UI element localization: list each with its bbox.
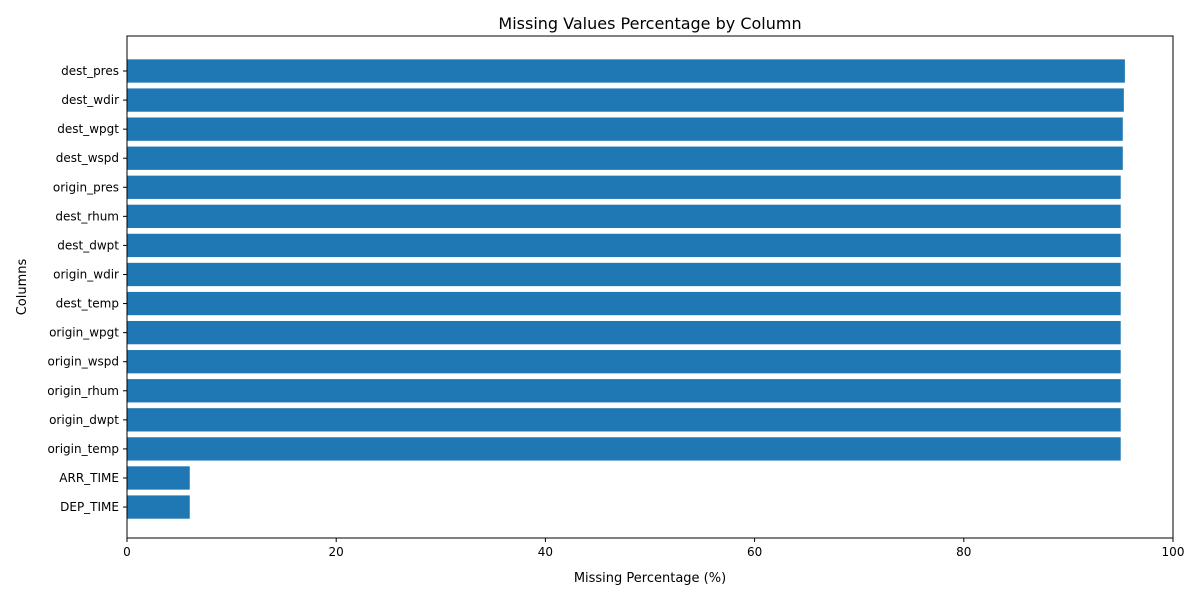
chart-title: Missing Values Percentage by Column xyxy=(498,14,801,33)
bars-layer xyxy=(127,59,1125,519)
x-axis-label: Missing Percentage (%) xyxy=(574,571,726,586)
y-tick-label: dest_pres xyxy=(61,64,119,78)
y-tick-label: origin_wpgt xyxy=(49,326,119,340)
bar-origin_rhum xyxy=(127,379,1121,403)
y-tick-label: dest_wdir xyxy=(61,93,119,107)
bar-ARR_TIME xyxy=(127,466,190,490)
bar-origin_wspd xyxy=(127,350,1121,374)
y-axis-label: Columns xyxy=(15,258,30,315)
x-axis-ticks: 0 20 40 60 80 100 xyxy=(123,538,1184,559)
y-tick-label: origin_wdir xyxy=(53,267,119,281)
x-tick-label: 0 xyxy=(123,545,131,559)
plot-area-frame xyxy=(126,35,1174,539)
y-tick-label: dest_temp xyxy=(56,297,119,311)
bar-origin_wdir xyxy=(127,262,1121,287)
x-tick-label: 40 xyxy=(538,545,553,559)
bar-dest_wspd xyxy=(127,146,1123,170)
bar-origin_wpgt xyxy=(127,320,1121,345)
bar-dest_rhum xyxy=(127,204,1121,228)
x-tick-label: 20 xyxy=(329,545,344,559)
bar-dest_pres xyxy=(127,59,1125,83)
y-tick-label: origin_wspd xyxy=(48,355,119,369)
x-tick-label: 60 xyxy=(747,545,762,559)
bar-dest_wdir xyxy=(127,88,1124,112)
bar-origin_dwpt xyxy=(127,408,1121,432)
y-tick-label: dest_dwpt xyxy=(57,238,119,252)
y-tick-label: dest_rhum xyxy=(55,209,119,223)
y-tick-label: dest_wpgt xyxy=(57,122,119,136)
y-tick-label: ARR_TIME xyxy=(59,471,119,485)
y-tick-label: origin_rhum xyxy=(47,384,119,398)
bar-DEP_TIME xyxy=(127,495,190,519)
y-tick-label: origin_temp xyxy=(47,442,119,456)
y-tick-label: DEP_TIME xyxy=(60,500,119,514)
bar-dest_temp xyxy=(127,291,1121,316)
y-tick-label: origin_pres xyxy=(53,180,119,194)
bar-dest_dwpt xyxy=(127,233,1121,258)
bar-origin_temp xyxy=(127,437,1121,461)
bar-origin_pres xyxy=(127,175,1121,199)
y-axis-ticks: dest_pres dest_wdir dest_wpgt dest_wspdorig… xyxy=(47,64,127,514)
x-tick-label: 80 xyxy=(956,545,971,559)
bar-dest_wpgt xyxy=(127,117,1123,141)
y-tick-label: dest_wspd xyxy=(56,151,119,165)
y-tick-label: origin_dwpt xyxy=(49,413,119,427)
x-tick-label: 100 xyxy=(1162,545,1185,559)
